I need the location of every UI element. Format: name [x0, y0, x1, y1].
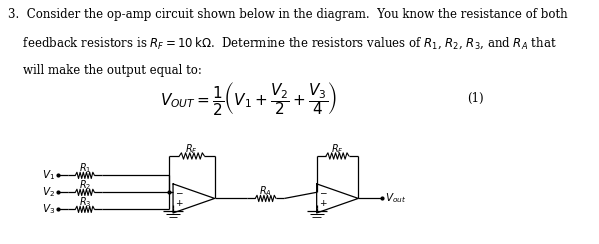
Text: $R_F$: $R_F$: [186, 142, 198, 156]
Text: feedback resistors is $R_F = 10\,\mathrm{k}\Omega$.  Determine the resistors val: feedback resistors is $R_F = 10\,\mathrm…: [8, 36, 557, 51]
Text: +: +: [175, 199, 183, 208]
Text: (1): (1): [467, 92, 483, 105]
Text: $V_{OUT} = \dfrac{1}{2}\left(V_1 + \dfrac{V_2}{2} + \dfrac{V_3}{4}\right)$: $V_{OUT} = \dfrac{1}{2}\left(V_1 + \dfra…: [159, 81, 337, 117]
Text: $V_3$: $V_3$: [42, 203, 55, 216]
Text: $V_{out}$: $V_{out}$: [385, 192, 406, 205]
Text: $R_F$: $R_F$: [331, 142, 344, 156]
Text: $R_3$: $R_3$: [78, 195, 91, 209]
Text: +: +: [319, 199, 326, 208]
Text: $R_1$: $R_1$: [78, 161, 91, 175]
Text: −: −: [175, 188, 183, 197]
Text: will make the output equal to:: will make the output equal to:: [8, 64, 202, 77]
Text: $V_1$: $V_1$: [42, 168, 55, 182]
Text: −: −: [319, 188, 326, 197]
Text: $V_2$: $V_2$: [43, 185, 55, 199]
Text: $R_2$: $R_2$: [78, 178, 91, 192]
Text: $R_A$: $R_A$: [259, 184, 272, 198]
Text: 3.  Consider the op-amp circuit shown below in the diagram.  You know the resist: 3. Consider the op-amp circuit shown bel…: [8, 8, 568, 21]
